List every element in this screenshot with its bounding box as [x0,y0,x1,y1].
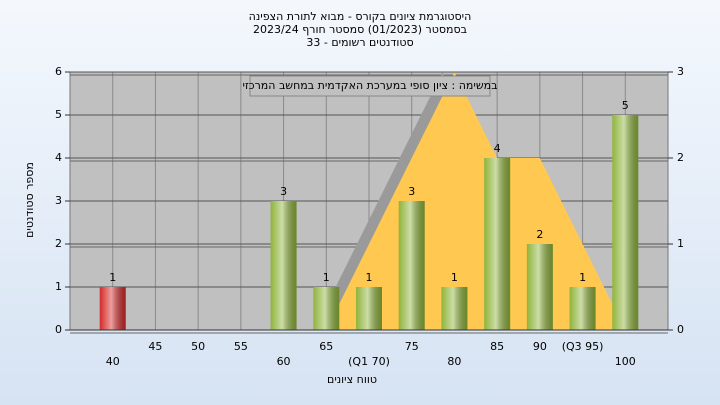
y-tick-label: 3 [55,194,62,207]
data-label: 1 [323,271,330,284]
chart-subtitle: בסמסטר (01/2023) סמסטר חורף 2023/24 [253,23,467,36]
x-tick-label: 100 [615,355,636,368]
chart-subtitle: 33 - סטודנטים רשומים [306,36,413,49]
annotation-box [249,75,491,97]
chart-title: היסטוגרמת ציונים בקורס - מבוא לתורת הצפי… [249,10,472,23]
x-tick-label: 40 [106,355,120,368]
bar-shine [398,201,425,330]
data-label: 5 [622,99,629,112]
data-label: 1 [109,271,116,284]
x-tick-label: (Q3 95) [562,340,604,353]
data-label: 3 [280,185,287,198]
annotation: במשימה : ציון סופי במערכת האקדמית במחשב … [243,79,498,92]
x-tick-label: 85 [490,340,504,353]
x-tick-label: 45 [148,340,162,353]
y-tick-label: 5 [55,108,62,121]
y2-tick-label: 0 [677,323,684,336]
y2-tick-label: 3 [677,65,684,78]
bar-shine [270,201,297,330]
bar-shine [356,287,382,330]
bar-shine [612,115,639,330]
bar-shine [484,158,511,330]
bar-shine [569,287,596,330]
y-tick-label: 0 [55,323,62,336]
y-tick-label: 1 [55,280,62,293]
bar-shine [441,287,468,330]
bar-shine [526,244,553,330]
data-label: 2 [536,228,543,241]
x-tick-label: (Q1 70) [348,355,390,368]
y-axis-label: מספר סטודנטים [23,162,36,238]
bar-shine [313,287,340,330]
y-tick-label: 2 [55,237,62,250]
y-tick-label: 6 [55,65,62,78]
x-tick-label: 60 [277,355,291,368]
data-label: 1 [451,271,458,284]
x-tick-label: 75 [405,340,419,353]
y-tick-label: 4 [55,151,62,164]
x-tick-label: 55 [234,340,248,353]
bar-shine [99,287,126,330]
data-label: 1 [579,271,586,284]
data-label: 1 [366,271,373,284]
x-tick-label: 65 [319,340,333,353]
x-tick-label: 80 [447,355,461,368]
y2-tick-label: 1 [677,237,684,250]
x-axis-label: טווח ציונים [327,373,377,386]
data-label: 3 [408,185,415,198]
data-label: 4 [494,142,501,155]
y2-tick-label: 2 [677,151,684,164]
x-tick-label: 90 [533,340,547,353]
x-tick-label: 50 [191,340,205,353]
